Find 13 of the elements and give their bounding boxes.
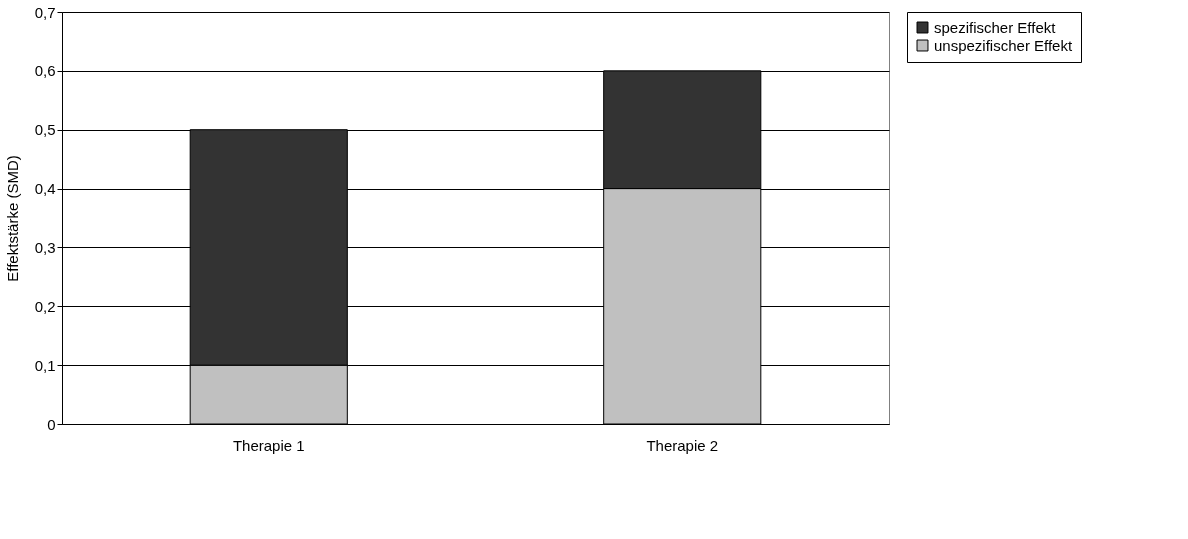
y-tick-label: 0,7	[34, 3, 56, 21]
y-tick-label: 0	[47, 415, 56, 433]
legend-label: spezifischer Effekt	[934, 18, 1057, 36]
x-tick-label: Therapie 1	[232, 436, 305, 454]
y-tick-label: 0,4	[34, 180, 56, 198]
y-tick-label: 0,6	[34, 62, 56, 80]
y-tick-label: 0,5	[34, 121, 56, 139]
legend-label: unspezifischer Effekt	[934, 36, 1073, 54]
y-tick-label: 0,1	[34, 356, 56, 374]
y-tick-label: 0,2	[34, 297, 56, 315]
y-axis-title: Effektstärke (SMD)	[3, 155, 21, 282]
y-tick-label: 0,3	[34, 238, 56, 256]
x-tick-label: Therapie 2	[646, 436, 719, 454]
